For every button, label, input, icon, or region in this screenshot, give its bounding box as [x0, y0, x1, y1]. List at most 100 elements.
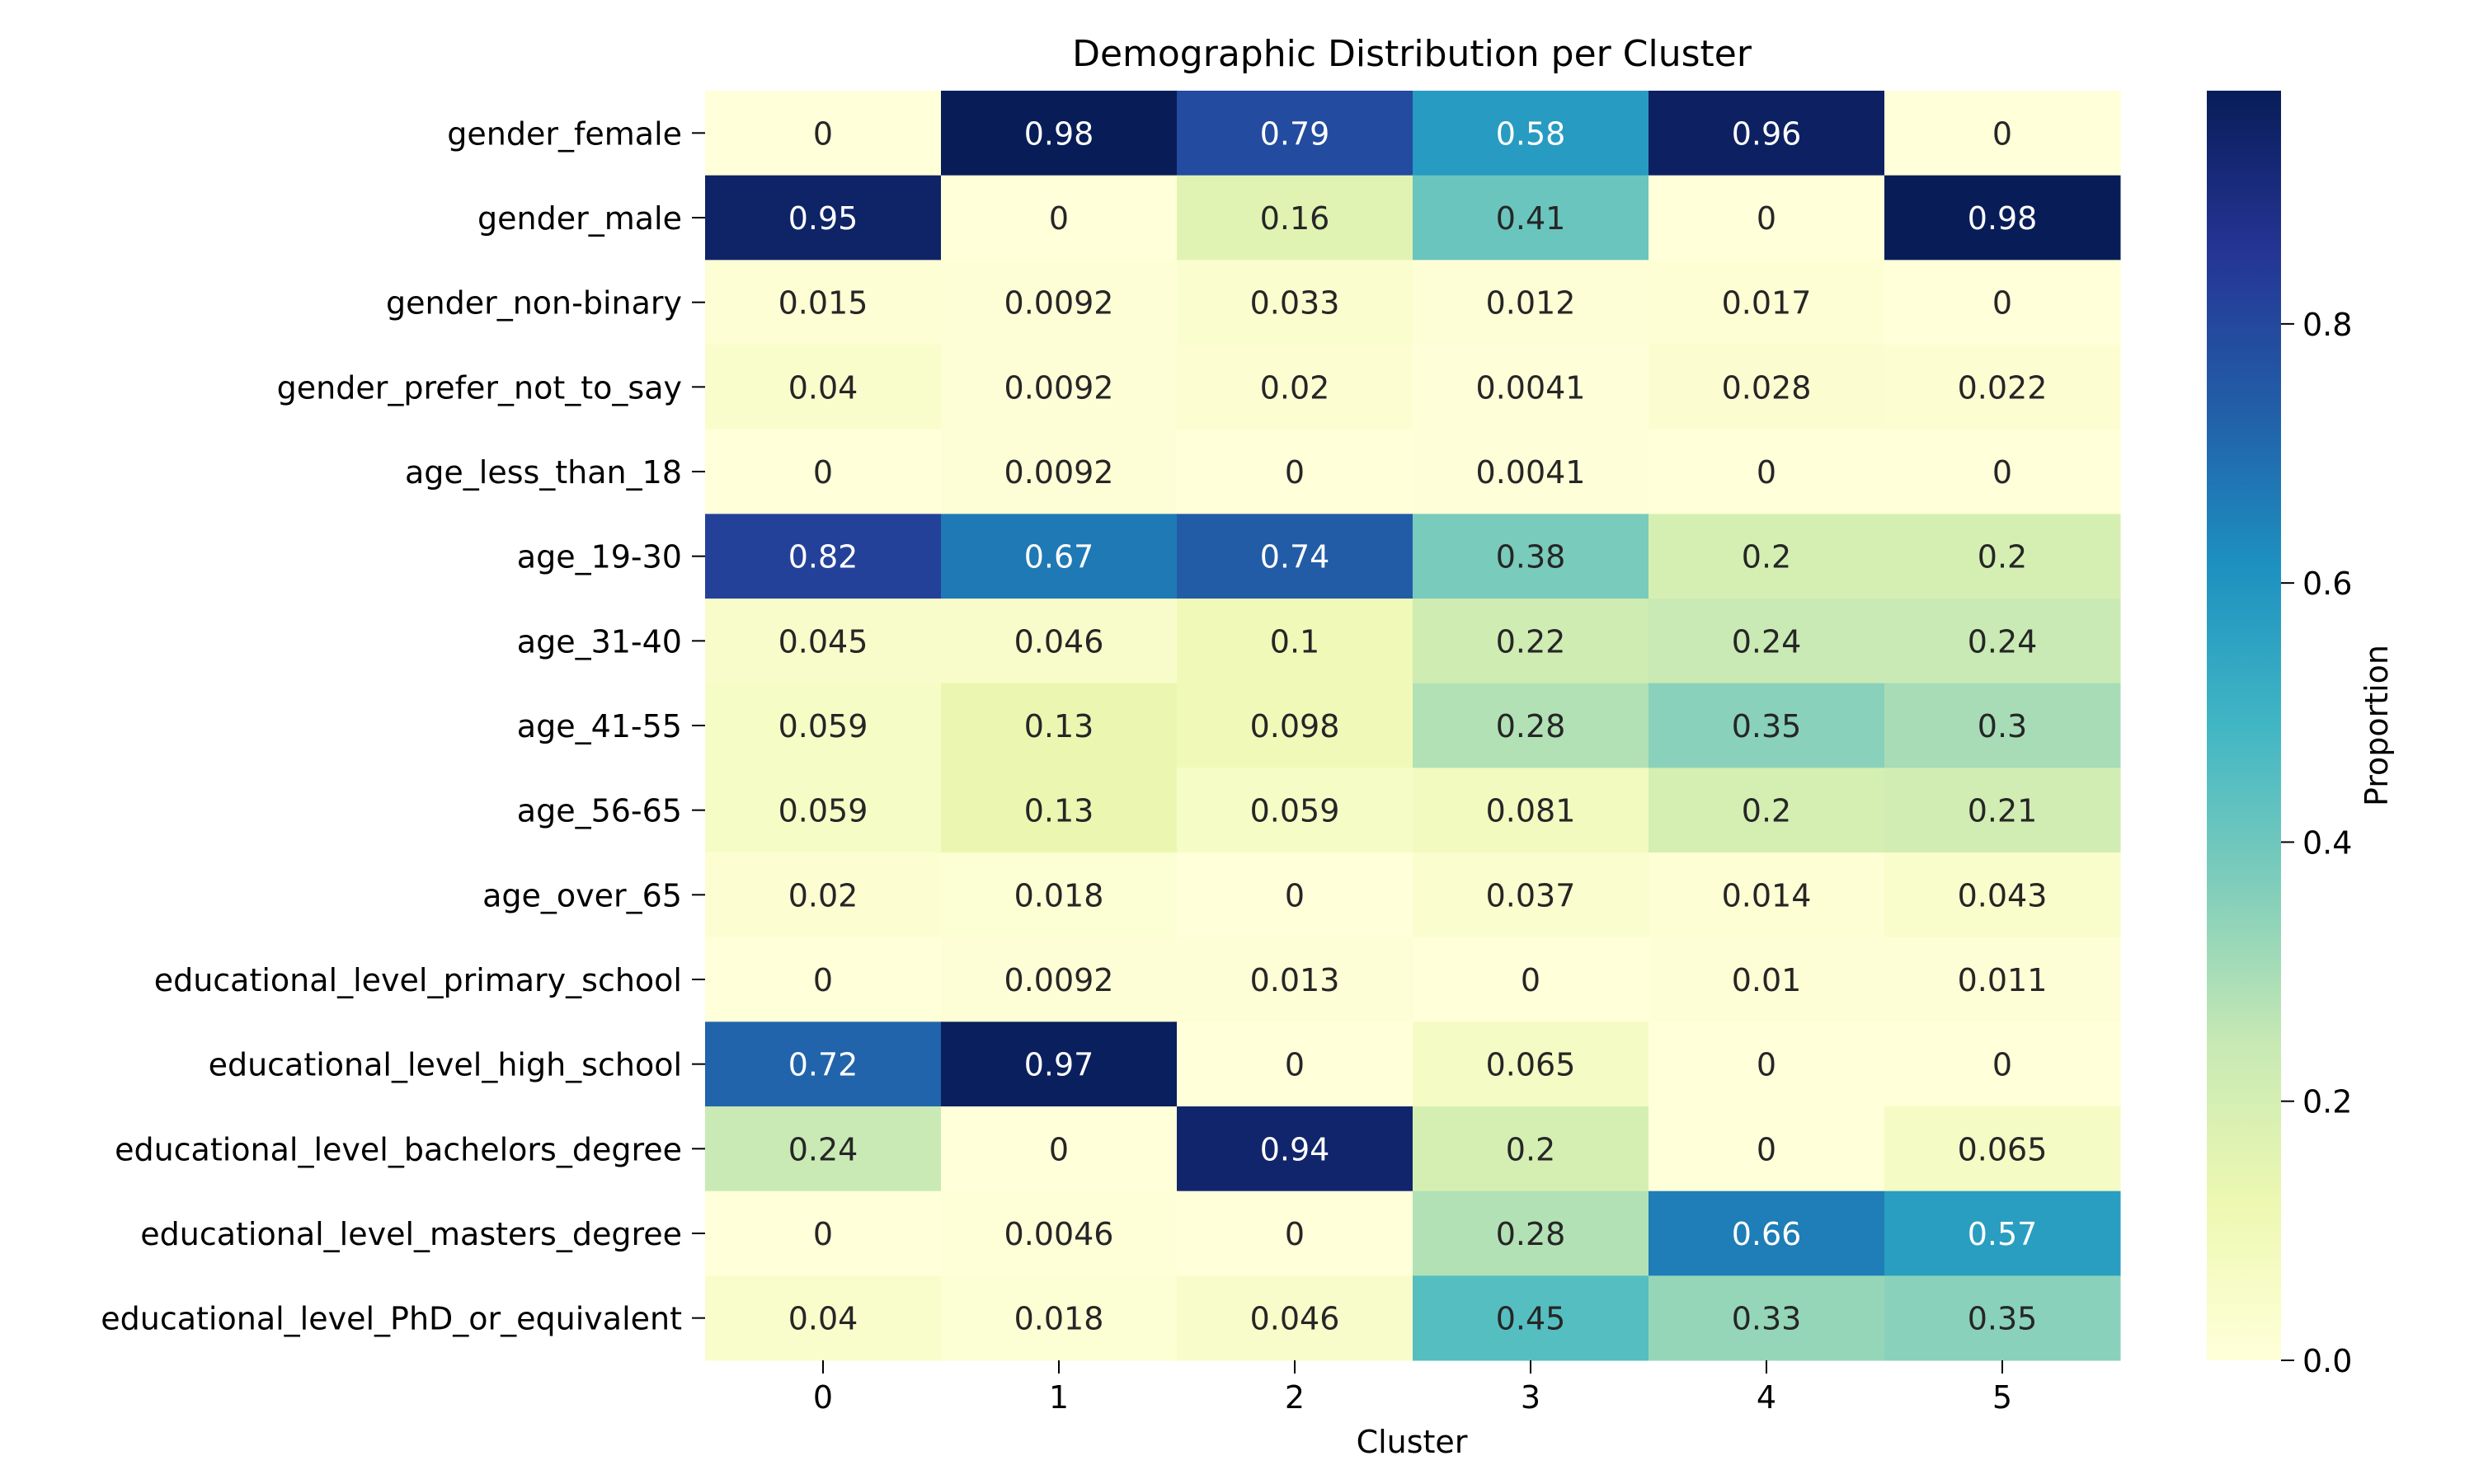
- cell-value-label: 0.67: [1024, 539, 1094, 575]
- cell-value-label: 0.033: [1250, 285, 1340, 322]
- heatmap-cell: [705, 514, 942, 599]
- cell-value-label: 0.58: [1496, 115, 1566, 152]
- cell-value-label: 0.04: [788, 1301, 858, 1337]
- cell-value-label: 0.38: [1496, 539, 1566, 575]
- heatmap-cell: [1413, 937, 1649, 1022]
- heatmap-cell: [705, 768, 942, 853]
- colorbar-tick-label: 0.2: [2302, 1084, 2352, 1120]
- cell-value-label: 0.037: [1486, 877, 1576, 913]
- cell-value-label: 0.0041: [1476, 454, 1586, 491]
- cell-value-label: 0.94: [1260, 1131, 1330, 1167]
- heatmap-cell: [1649, 91, 1885, 176]
- heatmap-cell: [1649, 260, 1885, 345]
- cell-value-label: 0.013: [1250, 962, 1340, 998]
- heatmap-cell: [1884, 514, 2121, 599]
- heatmap-cell: [705, 937, 942, 1022]
- y-tick-label: age_less_than_18: [405, 454, 682, 491]
- heatmap-cell: [1177, 599, 1413, 684]
- cell-value-label: 0.35: [1732, 708, 1802, 744]
- column-labels: 0 1 2 3 4 5: [813, 1360, 2012, 1416]
- cell-value-label: 0.2: [1506, 1131, 1555, 1167]
- cell-value-label: 0.02: [788, 877, 858, 913]
- heatmap-cell: [941, 429, 1178, 514]
- cell-value-label: 0.098: [1250, 708, 1340, 744]
- cell-value-label: 0.2: [1978, 539, 2027, 575]
- colorbar-label: Proportion: [2359, 645, 2395, 806]
- cell-value-label: 0.28: [1496, 1216, 1566, 1252]
- heatmap-cell: [705, 1275, 942, 1361]
- cell-value-label: 0.0046: [1004, 1216, 1114, 1252]
- cell-value-label: 0.043: [1958, 877, 2048, 913]
- cell-value-label: 0.45: [1496, 1301, 1566, 1337]
- cell-value-label: 0.046: [1250, 1301, 1340, 1337]
- cell-value-label: 0.2: [1742, 793, 1791, 829]
- heatmap-cell: [705, 429, 942, 514]
- heatmap-cell: [1177, 768, 1413, 853]
- y-tick-label: educational_level_bachelors_degree: [115, 1131, 682, 1167]
- cell-value-label: 0.72: [788, 1047, 858, 1083]
- cell-value-label: 0.97: [1024, 1047, 1094, 1083]
- y-tick-label: educational_level_PhD_or_equivalent: [101, 1301, 682, 1337]
- cell-value-label: 0.1: [1270, 623, 1319, 660]
- heatmap-cell: [705, 1190, 942, 1276]
- heatmap-cell: [705, 852, 942, 938]
- heatmap-cell: [1884, 683, 2121, 768]
- cell-value-label: 0.015: [778, 285, 868, 322]
- heatmap-cell: [1649, 345, 1885, 430]
- cell-value-label: 0.95: [788, 200, 858, 237]
- cell-value-label: 0.22: [1496, 623, 1566, 660]
- cell-value-label: 0.13: [1024, 793, 1094, 829]
- y-tick-label: educational_level_primary_school: [154, 962, 682, 998]
- cell-value-label: 0.059: [1250, 793, 1340, 829]
- x-tick-label: 0: [813, 1379, 833, 1416]
- heatmap-cell: [1413, 683, 1649, 768]
- heatmap-cell: [941, 937, 1178, 1022]
- heatmap-cell: [941, 1106, 1178, 1192]
- heatmap-cell: [1884, 1275, 2121, 1361]
- cell-value-label: 0: [813, 454, 833, 491]
- cell-value-label: 0: [1521, 962, 1540, 998]
- x-tick-label: 4: [1757, 1379, 1776, 1416]
- cell-value-label: 0: [1757, 1047, 1776, 1083]
- cell-value-label: 0.2: [1742, 539, 1791, 575]
- cell-value-label: 0: [1285, 1216, 1305, 1252]
- heatmap-cell: [705, 260, 942, 345]
- heatmap-cell: [1413, 1275, 1649, 1361]
- colorbar-ticks: 0.0 0.2 0.4 0.6 0.8: [2281, 307, 2352, 1379]
- heatmap-cell: [1884, 429, 2121, 514]
- cell-value-label: 0: [813, 1216, 833, 1252]
- cell-value-label: 0.13: [1024, 708, 1094, 744]
- heatmap-cell: [705, 175, 942, 261]
- chart-title: Demographic Distribution per Cluster: [1072, 33, 1752, 75]
- cell-value-label: 0.065: [1958, 1131, 2048, 1167]
- heatmap-cell: [941, 514, 1178, 599]
- heatmap-cell: [1884, 937, 2121, 1022]
- heatmap-cell: [705, 599, 942, 684]
- cell-value-label: 0: [813, 115, 833, 152]
- heatmap-cell: [1884, 175, 2121, 261]
- heatmap-cell: [1177, 1190, 1413, 1276]
- heatmap-cell: [1413, 1106, 1649, 1192]
- heatmap-cell: [1413, 429, 1649, 514]
- heatmap-cell: [941, 91, 1178, 176]
- x-axis-label: Cluster: [1357, 1424, 1468, 1460]
- cell-value-label: 0.41: [1496, 200, 1566, 237]
- heatmap-cell: [1884, 1021, 2121, 1107]
- cell-value-label: 0.96: [1732, 115, 1802, 152]
- colorbar-tick-label: 0.0: [2302, 1343, 2352, 1379]
- cell-value-label: 0: [1049, 200, 1069, 237]
- cell-value-label: 0.82: [788, 539, 858, 575]
- cell-value-label: 0.017: [1722, 285, 1812, 322]
- cell-value-label: 0.04: [788, 369, 858, 406]
- cell-value-label: 0.0092: [1004, 454, 1114, 491]
- heatmap-cell: [1177, 937, 1413, 1022]
- row-labels: gender_female gender_male gender_non-binar…: [101, 115, 705, 1337]
- cell-value-label: 0: [813, 962, 833, 998]
- y-tick-label: age_over_65: [482, 877, 682, 913]
- x-tick-label: 5: [1992, 1379, 2012, 1416]
- heatmap-cell: [1884, 91, 2121, 176]
- heatmap-cell: [1649, 599, 1885, 684]
- cell-value-label: 0.33: [1732, 1301, 1802, 1337]
- heatmap-cell: [705, 683, 942, 768]
